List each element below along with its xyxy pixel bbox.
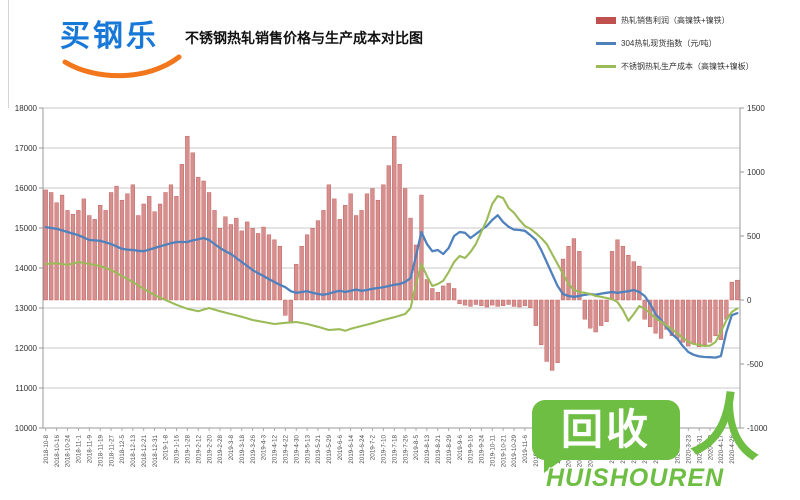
svg-text:2019-8-21: 2019-8-21 xyxy=(435,435,442,464)
profit-bars xyxy=(43,135,740,371)
svg-text:2019-1-28: 2019-1-28 xyxy=(185,435,192,464)
chart-legend: 热轧销售利润（高镍铁+镍铁） 304热轧现货指数（元/吨） 不锈钢热轧生产成本（… xyxy=(596,14,796,83)
svg-text:2019-10-21: 2019-10-21 xyxy=(500,435,507,468)
svg-text:10000: 10000 xyxy=(15,424,38,433)
svg-text:2018-10-16: 2018-10-16 xyxy=(54,435,61,468)
svg-text:2019-1-8: 2019-1-8 xyxy=(163,435,170,461)
series-line xyxy=(44,214,739,359)
legend-item-profit: 热轧销售利润（高镍铁+镍铁） xyxy=(596,14,796,26)
legend-label: 304热轧现货指数（元/吨） xyxy=(621,38,717,48)
svg-text:11000: 11000 xyxy=(15,384,37,393)
logo-text: 买钢乐 xyxy=(60,20,159,53)
legend-item-spot-index: 304热轧现货指数（元/吨） xyxy=(596,37,796,49)
svg-text:2019-3-8: 2019-3-8 xyxy=(228,435,235,461)
left-divider-line xyxy=(8,0,9,108)
svg-text:2018-12-5: 2018-12-5 xyxy=(119,435,126,464)
legend-label: 不锈钢热轧生产成本（高镍铁+镍板） xyxy=(621,61,754,71)
svg-text:2019-9-24: 2019-9-24 xyxy=(479,435,486,464)
svg-text:2019-6-24: 2019-6-24 xyxy=(359,435,366,464)
watermark-caption: HUISHOUREN xyxy=(546,464,725,492)
svg-text:2019-10-29: 2019-10-29 xyxy=(511,435,518,468)
svg-text:13000: 13000 xyxy=(15,304,38,313)
svg-text:-500: -500 xyxy=(747,360,764,369)
svg-text:2019-2-20: 2019-2-20 xyxy=(206,435,213,464)
svg-text:2019-7-10: 2019-7-10 xyxy=(381,435,388,464)
watermark-speech-bubble: 回收 xyxy=(532,400,680,473)
svg-text:12000: 12000 xyxy=(15,344,38,353)
watermark-person-icon: 人 xyxy=(688,384,766,470)
svg-text:2019-4-12: 2019-4-12 xyxy=(272,435,279,464)
svg-text:2019-11-6: 2019-11-6 xyxy=(522,435,529,464)
spot-index-line-swatch-icon xyxy=(596,41,616,45)
series-line xyxy=(44,194,739,348)
svg-text:14000: 14000 xyxy=(15,264,38,273)
svg-text:2019-2-12: 2019-2-12 xyxy=(195,435,202,464)
svg-text:2019-3-18: 2019-3-18 xyxy=(239,435,246,464)
svg-text:2019-4-3: 2019-4-3 xyxy=(261,435,268,461)
watermark-bubble-text: 回收 xyxy=(560,406,651,453)
svg-text:2020-4-17: 2020-4-17 xyxy=(718,435,725,464)
svg-text:2018-12-13: 2018-12-13 xyxy=(130,435,137,468)
svg-text:2019-6-6: 2019-6-6 xyxy=(337,435,344,461)
svg-text:2019-3-26: 2019-3-26 xyxy=(250,435,257,464)
svg-text:2019-8-5: 2019-8-5 xyxy=(413,435,420,461)
page-title: 不锈钢热轧销售价格与生产成本对比图 xyxy=(185,30,423,46)
svg-text:2019-4-22: 2019-4-22 xyxy=(283,435,290,464)
svg-text:2019-7-18: 2019-7-18 xyxy=(391,435,398,464)
svg-text:2018-11-1: 2018-11-1 xyxy=(76,435,83,464)
svg-text:2020-4-26: 2020-4-26 xyxy=(729,435,736,464)
svg-text:500: 500 xyxy=(747,232,761,241)
maiganle-logo: 买钢乐 xyxy=(60,20,190,82)
svg-text:2019-8-29: 2019-8-29 xyxy=(446,435,453,464)
svg-text:2019-7-26: 2019-7-26 xyxy=(402,435,409,464)
cost-line-swatch-icon xyxy=(596,64,616,68)
svg-text:2019-7-2: 2019-7-2 xyxy=(370,435,377,461)
svg-text:2018-11-27: 2018-11-27 xyxy=(108,435,115,467)
svg-text:18000: 18000 xyxy=(15,104,38,113)
svg-text:1000: 1000 xyxy=(747,168,765,177)
svg-text:0: 0 xyxy=(747,296,752,305)
svg-text:2019-5-13: 2019-5-13 xyxy=(304,435,311,464)
svg-text:2019-9-16: 2019-9-16 xyxy=(468,435,475,464)
svg-text:2018-11-19: 2018-11-19 xyxy=(97,435,104,467)
svg-text:2020-3-23: 2020-3-23 xyxy=(685,435,692,464)
legend-label: 热轧销售利润（高镍铁+镍铁） xyxy=(621,15,730,25)
svg-text:2018-10-24: 2018-10-24 xyxy=(65,435,72,468)
svg-text:17000: 17000 xyxy=(15,144,38,153)
svg-text:2019-9-6: 2019-9-6 xyxy=(457,435,464,461)
svg-text:2019-2-28: 2019-2-28 xyxy=(217,435,224,464)
svg-text:2018-12-31: 2018-12-31 xyxy=(152,435,159,468)
svg-text:15000: 15000 xyxy=(15,224,38,233)
svg-text:2018-12-21: 2018-12-21 xyxy=(141,435,148,468)
svg-text:2019-1-16: 2019-1-16 xyxy=(174,435,181,464)
svg-text:2019-5-29: 2019-5-29 xyxy=(326,435,333,464)
svg-text:2019-5-21: 2019-5-21 xyxy=(315,435,322,464)
huishouren-watermark: 回收 人 HUISHOUREN xyxy=(532,385,794,500)
svg-text:-1000: -1000 xyxy=(747,424,768,433)
svg-text:2020-4-9: 2020-4-9 xyxy=(707,435,714,461)
svg-text:1500: 1500 xyxy=(747,104,765,113)
profit-bar-swatch-icon xyxy=(596,16,616,24)
svg-text:2018-10-8: 2018-10-8 xyxy=(43,435,50,464)
svg-text:2020-3-31: 2020-3-31 xyxy=(696,435,703,464)
svg-text:2018-11-9: 2018-11-9 xyxy=(86,435,93,464)
legend-item-cost: 不锈钢热轧生产成本（高镍铁+镍板） xyxy=(596,60,796,72)
svg-text:2019-4-30: 2019-4-30 xyxy=(293,435,300,464)
svg-text:16000: 16000 xyxy=(15,184,38,193)
svg-text:2019-10-11: 2019-10-11 xyxy=(489,435,496,467)
logo-swoosh-icon xyxy=(62,54,182,79)
svg-text:2019-8-13: 2019-8-13 xyxy=(424,435,431,464)
svg-text:2019-6-14: 2019-6-14 xyxy=(348,435,355,464)
